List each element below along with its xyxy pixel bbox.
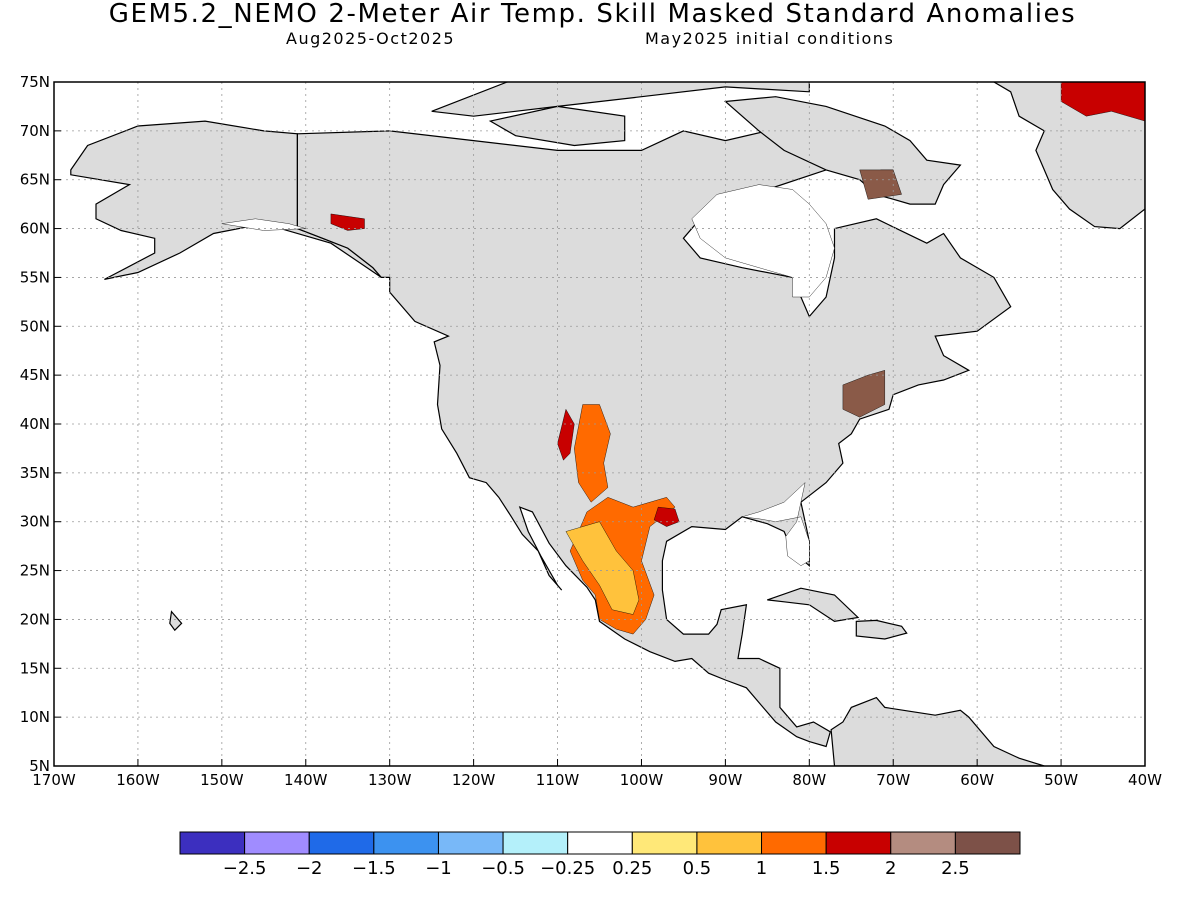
colorbar-swatch bbox=[631, 831, 698, 855]
lat-tick-label: 65N bbox=[20, 171, 50, 189]
colorbar-label: 2 bbox=[885, 858, 896, 879]
page-title: GEM5.2_NEMO 2-Meter Air Temp. Skill Mask… bbox=[108, 0, 1077, 29]
initial-conditions: May2025 initial conditions bbox=[645, 29, 895, 48]
colorbar-swatch bbox=[567, 831, 633, 855]
region-canada-usa bbox=[296, 130, 1012, 748]
region-colorado-red bbox=[557, 408, 575, 461]
lon-tick-label: 120W bbox=[452, 771, 496, 789]
lon-tick-label: 50W bbox=[1044, 771, 1078, 789]
lon-tick-label: 140W bbox=[284, 771, 328, 789]
lon-tick-label: 80W bbox=[792, 771, 826, 789]
region-baffin-island bbox=[723, 96, 962, 205]
lon-tick-label: 40W bbox=[1128, 771, 1162, 789]
lat-tick-label: 40N bbox=[20, 415, 50, 433]
map-grid bbox=[54, 82, 1145, 766]
colorbar-swatch bbox=[825, 831, 892, 855]
colorbar-swatch bbox=[890, 831, 956, 855]
colorbar-swatch bbox=[308, 831, 375, 855]
lon-tick-label: 60W bbox=[960, 771, 994, 789]
colorbar-label: 0.5 bbox=[683, 858, 712, 879]
lat-tick-label: 5N bbox=[29, 757, 50, 775]
colorbar-label: −0.5 bbox=[481, 858, 525, 879]
colorbar-label: 1.5 bbox=[812, 858, 841, 879]
lat-tick-label: 10N bbox=[20, 708, 50, 726]
lon-tick-label: 130W bbox=[368, 771, 412, 789]
region-hispaniola bbox=[855, 619, 908, 640]
lon-tick-label: 110W bbox=[536, 771, 580, 789]
colorbar-label: 0.25 bbox=[612, 858, 652, 879]
region-hudson-bay bbox=[691, 184, 835, 298]
lat-tick-label: 70N bbox=[20, 122, 50, 140]
colorbar-swatch bbox=[954, 831, 1021, 855]
colorbar-label: −2 bbox=[296, 858, 323, 879]
colorbar-label: −1 bbox=[425, 858, 452, 879]
lat-tick-label: 25N bbox=[20, 562, 50, 580]
colorbar-swatch bbox=[373, 831, 439, 855]
region-cuba bbox=[767, 587, 860, 623]
colorbar-swatch bbox=[179, 831, 246, 855]
lat-tick-label: 75N bbox=[20, 73, 50, 91]
lat-tick-label: 50N bbox=[20, 317, 50, 335]
lon-tick-label: 170W bbox=[32, 771, 76, 789]
lat-tick-label: 35N bbox=[20, 464, 50, 482]
colorbar-swatch bbox=[244, 831, 310, 855]
colorbar-swatch bbox=[761, 831, 827, 855]
lon-tick-label: 100W bbox=[620, 771, 664, 789]
region-se-us-white bbox=[742, 482, 810, 566]
colorbar-swatch bbox=[696, 831, 763, 855]
valid-period: Aug2025-Oct2025 bbox=[286, 29, 456, 48]
lon-axis: 170W 160W 150W 140W 130W 120W 110W 100W 90W 80W 70… bbox=[32, 759, 1162, 789]
lat-tick-label: 15N bbox=[20, 659, 50, 677]
region-mexico-yellow bbox=[565, 521, 640, 615]
region-south-america bbox=[830, 696, 1045, 766]
region-labrador-brown bbox=[859, 169, 902, 200]
lat-tick-label: 30N bbox=[20, 513, 50, 531]
colorbar-label: −1.5 bbox=[352, 858, 396, 879]
anomaly-layer bbox=[70, 82, 1145, 766]
lon-tick-label: 160W bbox=[116, 771, 160, 789]
lon-tick-label: 150W bbox=[200, 771, 244, 789]
colorbar: −2.5 −2 −1.5 −1 −0.5 −0.25 0.25 0.5 1 1.5 2 2.5 bbox=[179, 831, 1021, 879]
region-alaska-red bbox=[330, 213, 365, 231]
lat-tick-label: 60N bbox=[20, 220, 50, 238]
region-hawaii bbox=[169, 610, 183, 632]
region-greenland bbox=[992, 82, 1145, 230]
region-arctic-islands bbox=[431, 82, 810, 117]
colorbar-label: 2.5 bbox=[941, 858, 970, 879]
colorbar-label: −2.5 bbox=[223, 858, 267, 879]
colorbar-swatch bbox=[437, 831, 504, 855]
lat-tick-label: 55N bbox=[20, 268, 50, 286]
colorbar-label: 1 bbox=[756, 858, 767, 879]
lat-tick-label: 20N bbox=[20, 610, 50, 628]
colorbar-swatch bbox=[502, 831, 569, 855]
region-northeast-us-brown bbox=[842, 370, 885, 418]
colorbar-label: −0.25 bbox=[540, 858, 595, 879]
region-colorado-orange bbox=[574, 404, 611, 503]
lat-axis: 75N 70N 65N 60N 55N 50N 45N 40N 35N 30N 25N 20N 15N 1… bbox=[20, 73, 61, 775]
region-alaska-south-white bbox=[221, 218, 306, 231]
lon-tick-label: 70W bbox=[876, 771, 910, 789]
lon-tick-label: 90W bbox=[708, 771, 742, 789]
lat-tick-label: 45N bbox=[20, 366, 50, 384]
